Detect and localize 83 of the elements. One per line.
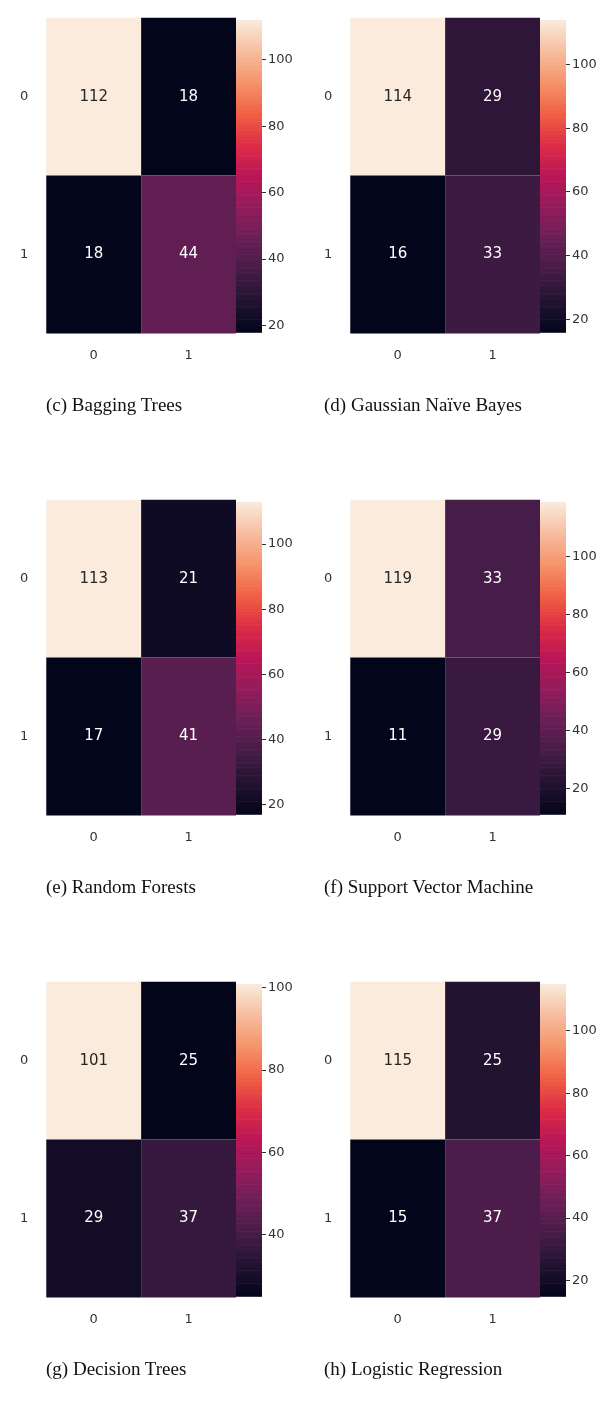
color-bar-label: 20 [572, 310, 589, 326]
color-bar-label: 100 [572, 55, 597, 71]
x-tick-label: 0 [393, 1310, 402, 1326]
data-label: 29 [483, 726, 503, 745]
data-label: 119 [383, 568, 413, 587]
color-bar-label: 60 [268, 183, 285, 199]
color-bar-label: 40 [268, 250, 285, 266]
x-tick-label: 0 [89, 346, 98, 362]
y-tick-label: 0 [323, 570, 333, 586]
color-bar-label: 80 [572, 119, 589, 135]
color-bar-label: 40 [572, 721, 589, 737]
data-label: 33 [483, 568, 503, 587]
text: (h) Logistic Regression [324, 1357, 504, 1381]
color-bar-label: 100 [268, 535, 293, 551]
x-tick-label: 1 [184, 828, 193, 844]
data-label: 37 [483, 1208, 503, 1227]
data-label: 29 [483, 86, 503, 105]
color-bar-label: 40 [268, 730, 285, 746]
data-label: 18 [179, 86, 199, 105]
color-bar-label: 100 [572, 1022, 597, 1038]
data-label: 25 [179, 1050, 199, 1069]
x-tick-label: 0 [393, 828, 402, 844]
data-label: 17 [84, 726, 104, 745]
color-bar-label: 100 [268, 979, 293, 995]
data-label: 112 [79, 86, 109, 105]
color-bar-label: 60 [572, 1146, 589, 1162]
color-bar-label: 20 [572, 1271, 589, 1287]
data-label: 21 [179, 568, 199, 587]
y-tick-label: 1 [323, 727, 333, 743]
color-bar-label: 60 [572, 183, 589, 199]
data-label: 44 [179, 244, 199, 263]
data-label: 41 [179, 726, 199, 745]
color-bar-label: 100 [572, 548, 597, 564]
data-label: 16 [388, 244, 408, 263]
color-bar-label: 80 [268, 1061, 285, 1077]
y-tick-label: 0 [19, 1052, 29, 1068]
color-bar-label: 60 [268, 1143, 285, 1159]
text: (f) Support Vector Machine [324, 875, 535, 899]
y-tick-label: 0 [19, 88, 29, 104]
x-tick-label: 1 [488, 1310, 497, 1326]
color-bar-label: 40 [572, 1209, 589, 1225]
data-label: 15 [388, 1208, 408, 1227]
data-label: 101 [79, 1050, 109, 1069]
x-tick-label: 0 [89, 828, 98, 844]
x-tick-label: 1 [184, 346, 193, 362]
color-bar-label: 20 [268, 316, 285, 332]
data-label: 11 [388, 726, 408, 745]
color-bar-label: 40 [572, 247, 589, 263]
y-tick-label: 1 [323, 1209, 333, 1225]
text: (g) Decision Trees [46, 1357, 188, 1381]
data-label: 33 [483, 244, 503, 263]
color-bar-label: 100 [268, 51, 293, 67]
y-tick-label: 1 [19, 1209, 29, 1225]
color-bar-label: 20 [268, 795, 285, 811]
y-tick-label: 0 [323, 88, 333, 104]
data-label: 113 [79, 568, 109, 587]
color-bar-label: 60 [572, 663, 589, 679]
x-tick-label: 1 [184, 1310, 193, 1326]
data-label: 37 [179, 1208, 199, 1227]
text: (c) Bagging Trees [46, 393, 184, 417]
color-bar-label: 60 [268, 665, 285, 681]
x-tick-label: 0 [393, 346, 402, 362]
x-tick-label: 1 [488, 346, 497, 362]
y-tick-label: 0 [323, 1052, 333, 1068]
data-label: 114 [383, 86, 413, 105]
text: (d) Gaussian Naïve Bayes [324, 393, 523, 417]
color-bar-label: 20 [572, 779, 589, 795]
x-tick-label: 1 [488, 828, 497, 844]
x-tick-label: 0 [89, 1310, 98, 1326]
data-label: 25 [483, 1050, 503, 1069]
y-tick-label: 1 [323, 245, 333, 261]
data-label: 29 [84, 1208, 104, 1227]
color-bar-label: 80 [268, 600, 285, 616]
color-bar-label: 80 [268, 117, 285, 133]
data-label: 18 [84, 244, 104, 263]
data-label: 115 [383, 1050, 413, 1069]
y-tick-label: 1 [19, 727, 29, 743]
y-tick-label: 0 [19, 570, 29, 586]
text: (e) Random Forests [46, 875, 197, 899]
color-bar-label: 40 [268, 1225, 285, 1241]
color-bar-label: 80 [572, 1084, 589, 1100]
color-bar-label: 80 [572, 605, 589, 621]
y-tick-label: 1 [19, 245, 29, 261]
